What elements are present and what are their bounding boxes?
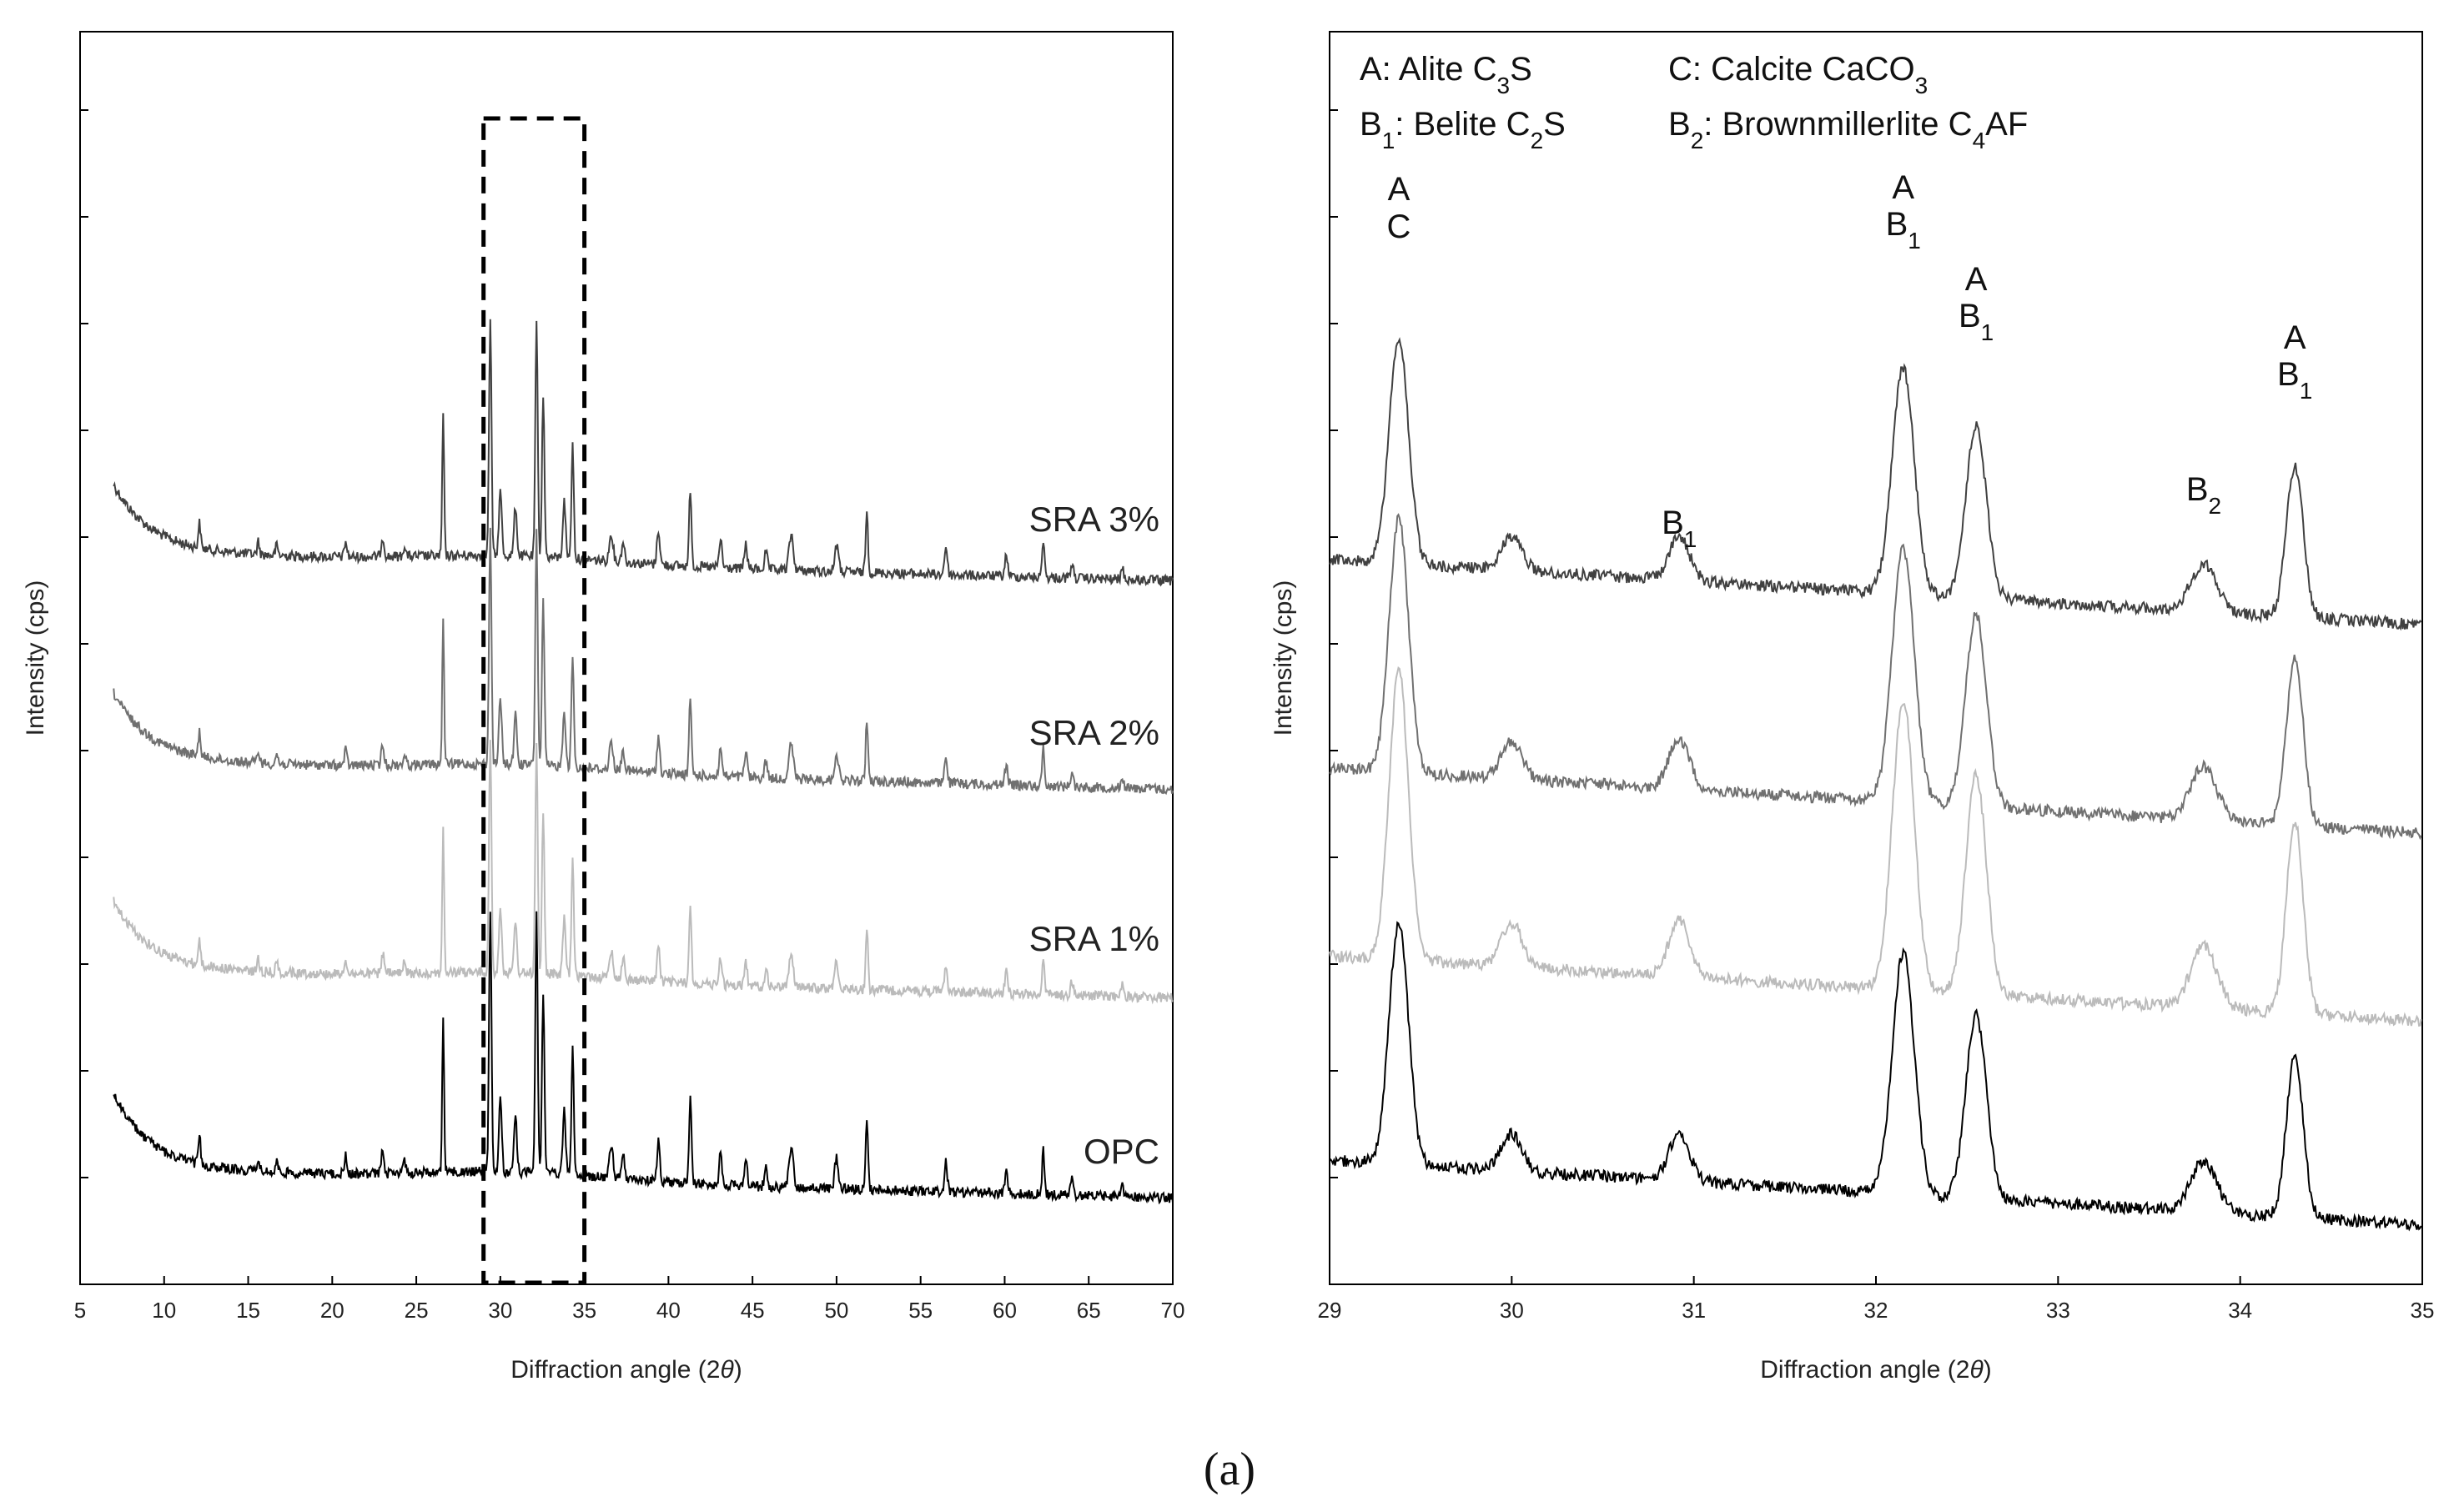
left-x-tick-label: 20: [320, 1298, 344, 1323]
left-x-tick-label: 5: [74, 1298, 86, 1323]
left-x-tick-label: 65: [1077, 1298, 1101, 1323]
peak-label: A: [1965, 261, 1988, 298]
peak-label: C: [1387, 208, 1411, 245]
left-series-line-sra-3-: [113, 319, 1174, 587]
peak-label: B2: [2186, 471, 2221, 519]
legend-entry: C: Calcite CaCO3: [1668, 51, 1928, 98]
left-x-ticks: 5 10 15 20 25 30 35 40 45 50 55 60 65 70: [74, 1276, 1185, 1323]
left-plot-frame: [79, 31, 1174, 1285]
left-x-tick-label: 25: [405, 1298, 429, 1323]
right-series-line-opc: [1329, 921, 2422, 1232]
left-series-labels: SRA 3% SRA 2% SRA 1% OPC: [1029, 500, 1159, 1171]
left-x-axis-title: Diffraction angle (2θ): [510, 1356, 742, 1384]
left-x-tick-label: 50: [824, 1298, 848, 1323]
left-series-label: SRA 3%: [1029, 500, 1159, 539]
right-y-ticks: [1330, 109, 1338, 1178]
left-x-tick-label: 30: [488, 1298, 512, 1323]
zoom-region-box: [481, 116, 587, 1285]
legend-entry: B1: Belite C2S: [1360, 106, 1566, 153]
left-series-label: OPC: [1084, 1132, 1159, 1171]
peak-label: B1: [1886, 206, 1921, 254]
right-x-tick-label: 34: [2228, 1298, 2252, 1323]
right-x-tick-label: 33: [2046, 1298, 2070, 1323]
phase-legend: A: Alite C3S C: Calcite CaCO3 B1: Belite C…: [1360, 51, 2028, 153]
left-x-tick-label: 15: [236, 1298, 260, 1323]
left-y-ticks: [80, 109, 88, 1178]
peak-label: B1: [2277, 356, 2312, 404]
right-x-axis-title: Diffraction angle (2θ): [1760, 1356, 1992, 1384]
left-x-tick-label: 70: [1161, 1298, 1185, 1323]
peak-label: A: [1892, 169, 1914, 206]
right-series-line-sra-2-: [1329, 513, 2422, 841]
right-x-ticks: 29 30 31 32 33 34 35: [1318, 1276, 2435, 1323]
left-series-group: [113, 319, 1174, 1205]
peak-label: A: [2284, 319, 2306, 356]
right-x-tick-label: 32: [1864, 1298, 1888, 1323]
left-x-tick-label: 45: [741, 1298, 765, 1323]
left-series-line-sra-1-: [113, 740, 1174, 1005]
figure-panel-label: (a): [1204, 1444, 1255, 1495]
left-x-tick-label: 40: [656, 1298, 681, 1323]
right-series-line-sra-3-: [1329, 337, 2422, 631]
right-series-group: [1329, 337, 2422, 1232]
left-x-tick-label: 55: [908, 1298, 933, 1323]
left-x-tick-label: 10: [152, 1298, 176, 1323]
right-y-axis-title: Intensity (cps): [1270, 580, 1297, 736]
left-series-label: SRA 2%: [1029, 713, 1159, 752]
right-x-tick-label: 35: [2411, 1298, 2435, 1323]
left-x-tick-label: 35: [572, 1298, 596, 1323]
left-y-axis-title: Intensity (cps): [22, 580, 49, 736]
peak-label: A: [1388, 171, 1411, 208]
right-x-tick-label: 31: [1682, 1298, 1706, 1323]
peak-label: B1: [1662, 505, 1697, 552]
right-x-tick-label: 30: [1500, 1298, 1524, 1323]
right-series-line-sra-1-: [1329, 666, 2422, 1027]
left-chart-panel: 5 10 15 20 25 30 35 40 45 50 55 60 65 70 SRA 3% SRA 2%…: [22, 31, 1185, 1384]
left-series-label: SRA 1%: [1029, 919, 1159, 958]
legend-entry: A: Alite C3S: [1360, 51, 1532, 98]
right-x-tick-label: 29: [1318, 1298, 1342, 1323]
peak-label: B1: [1959, 298, 1994, 345]
left-series-line-opc: [113, 911, 1174, 1205]
left-x-tick-label: 60: [993, 1298, 1017, 1323]
legend-entry: B2: Brownmillerlite C4AF: [1668, 106, 2028, 153]
left-series-line-sra-2-: [113, 527, 1174, 796]
